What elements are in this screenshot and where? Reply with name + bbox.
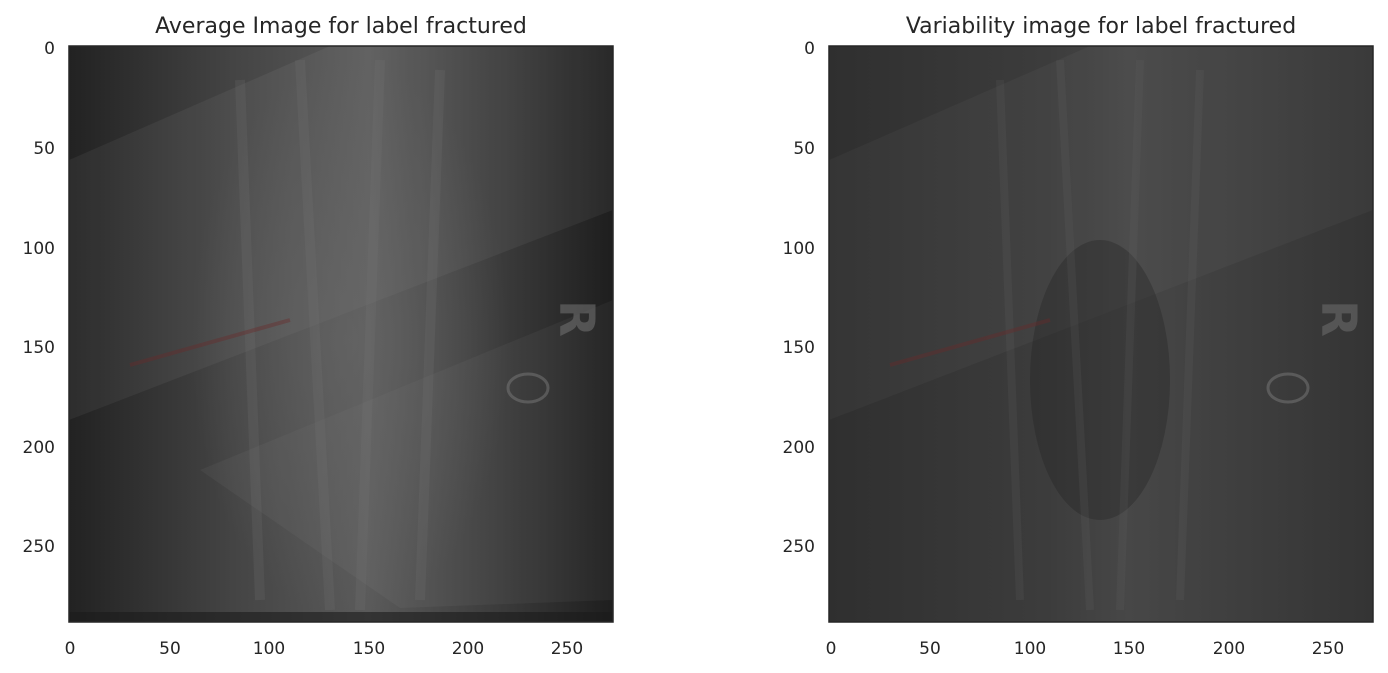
x-tick-label: 100 — [253, 639, 285, 659]
x-tick-label: 200 — [1213, 639, 1245, 659]
x-tick-label: 250 — [551, 639, 583, 659]
panel-title-average: Average Image for label fractured — [155, 14, 527, 39]
panel-average: Average Image for label fractured R 0 50… — [23, 14, 614, 659]
y-tick-label: 250 — [783, 537, 815, 557]
axes-frame-average — [68, 45, 614, 623]
x-tick-label: 200 — [452, 639, 484, 659]
axes-frame-variability — [828, 45, 1374, 623]
y-tick-label: 150 — [783, 338, 815, 358]
y-ticks-variability: 0 50 100 150 200 250 — [783, 39, 815, 557]
x-tick-label: 0 — [826, 639, 837, 659]
y-tick-label: 200 — [783, 438, 815, 458]
x-tick-label: 50 — [919, 639, 941, 659]
svg-text:R: R — [1310, 300, 1366, 337]
y-tick-label: 200 — [23, 438, 55, 458]
x-tick-label: 50 — [159, 639, 181, 659]
x-tick-label: 0 — [65, 639, 76, 659]
x-tick-label: 150 — [353, 639, 385, 659]
y-tick-label: 150 — [23, 338, 55, 358]
svg-text:R: R — [548, 300, 604, 337]
y-tick-label: 50 — [793, 139, 815, 159]
y-tick-label: 100 — [23, 239, 55, 259]
panel-title-variability: Variability image for label fractured — [906, 14, 1296, 39]
x-tick-label: 100 — [1014, 639, 1046, 659]
y-tick-label: 100 — [783, 239, 815, 259]
x-tick-label: 250 — [1312, 639, 1344, 659]
xray-average-image: R — [69, 46, 613, 622]
panel-variability: Variability image for label fractured R … — [783, 14, 1374, 659]
y-tick-label: 0 — [804, 39, 815, 59]
x-ticks-average: 0 50 100 150 200 250 — [65, 639, 584, 659]
y-tick-label: 250 — [23, 537, 55, 557]
y-tick-label: 50 — [33, 139, 55, 159]
xray-variability-image: R — [829, 46, 1373, 622]
y-ticks-average: 0 50 100 150 200 250 — [23, 39, 55, 557]
x-tick-label: 150 — [1113, 639, 1145, 659]
x-ticks-variability: 0 50 100 150 200 250 — [826, 639, 1345, 659]
y-tick-label: 0 — [44, 39, 55, 59]
